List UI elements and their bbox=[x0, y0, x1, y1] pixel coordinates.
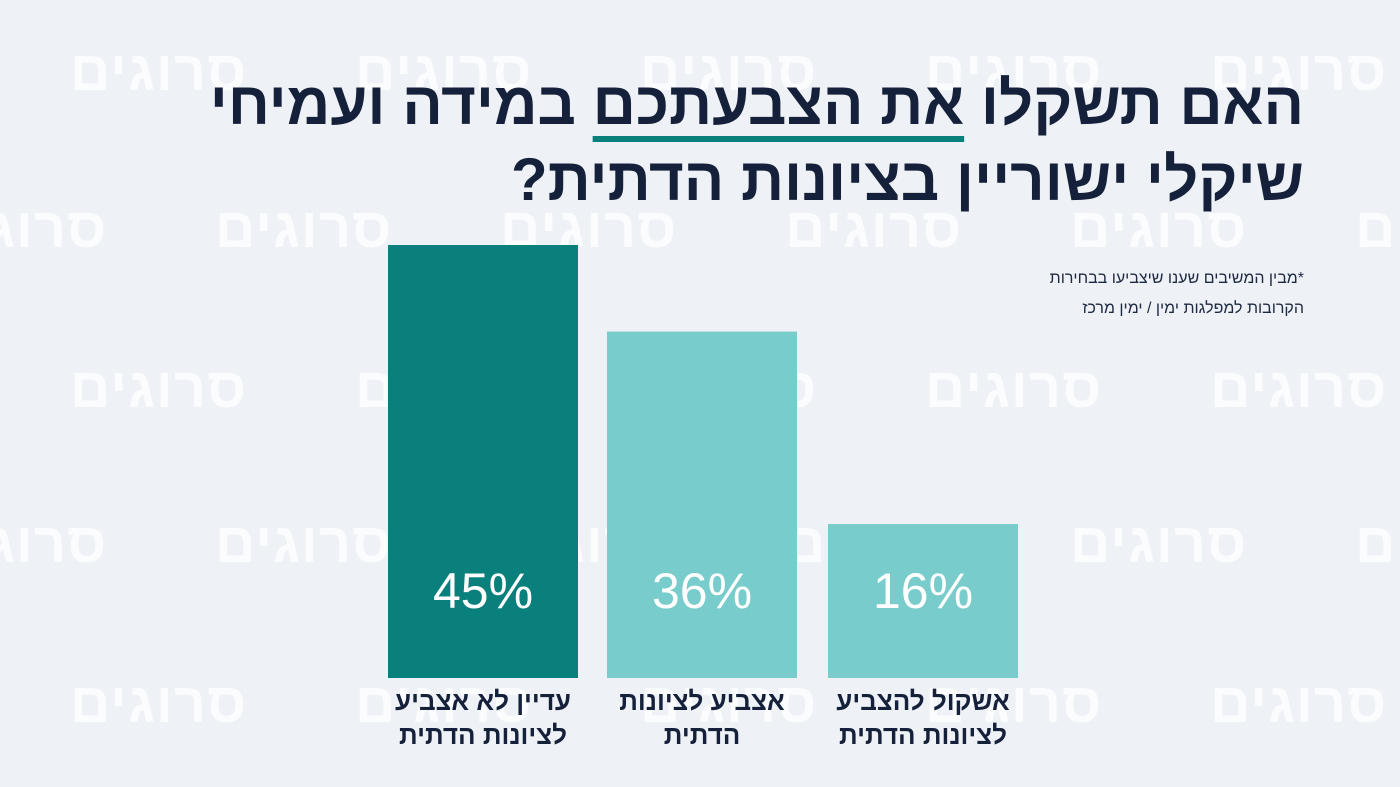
chart-title: האם תשקלו את הצבעתכם במידה ועמיחי שיקלי … bbox=[154, 66, 1304, 218]
footnote-line2: הקרובות למפלגות ימין / ימין מרכז bbox=[1082, 300, 1304, 317]
watermark-text: סרוגים bbox=[1210, 39, 1388, 102]
watermark-text: סרוגים bbox=[925, 39, 1103, 102]
category-label-line: אצביע לציונות bbox=[619, 686, 785, 716]
title-line1-after: במידה ועמיחי bbox=[209, 70, 593, 137]
bar-2 bbox=[607, 331, 797, 678]
category-label-3: אשקול להצביע לציונות הדתית bbox=[823, 684, 1023, 752]
category-label-line: עדיין לא אצביע bbox=[395, 686, 571, 716]
bar-value-label-1: 45% bbox=[433, 563, 533, 619]
watermark-text: סרוגים bbox=[1210, 356, 1388, 419]
watermark-text: סרוגים bbox=[70, 39, 248, 102]
watermark-text: סרוגים bbox=[1070, 511, 1248, 574]
title-line1-underlined: את הצבעתכם bbox=[592, 70, 965, 137]
title-line2: שיקלי ישוריין בציונות הדתית? bbox=[510, 146, 1304, 213]
watermark-text: סרוגים bbox=[785, 196, 963, 259]
watermark-text: סרוגים bbox=[70, 671, 248, 734]
footnote: *מבין המשיבים שענו שיצביעו בבחירות הקרוב… bbox=[944, 264, 1304, 324]
watermark-text: סרוגים bbox=[215, 196, 393, 259]
watermark-text: סרוגים bbox=[0, 196, 108, 259]
bar-1 bbox=[388, 245, 578, 678]
watermark-text: סרוגים bbox=[1210, 671, 1388, 734]
footnote-line1: *מבין המשיבים שענו שיצביעו בבחירות bbox=[1049, 270, 1304, 287]
category-label-line: הדתית bbox=[663, 720, 741, 750]
title-line1-before: האם תשקלו bbox=[964, 70, 1304, 137]
category-label-1: עדיין לא אצביע לציונות הדתית bbox=[383, 684, 583, 752]
watermark-text: סרוגים bbox=[1070, 196, 1248, 259]
bar-value-label-2: 36% bbox=[652, 563, 752, 619]
watermark-text: סרוגים bbox=[70, 356, 248, 419]
watermark-text: סרוגים bbox=[640, 39, 818, 102]
category-label-2: אצביע לציונות הדתית bbox=[602, 684, 802, 752]
watermark-text: סרוגים bbox=[1355, 196, 1400, 259]
bar-3 bbox=[828, 524, 1018, 678]
watermark-text: סרוגים bbox=[0, 511, 108, 574]
watermark-text: סרוגים bbox=[1355, 511, 1400, 574]
watermark-text: סרוגים bbox=[355, 671, 533, 734]
bar-value-label-3: 16% bbox=[873, 563, 973, 619]
watermark-text: סרוגים bbox=[355, 39, 533, 102]
category-label-line: לציונות הדתית bbox=[399, 720, 567, 750]
watermark-text: סרוגים bbox=[925, 671, 1103, 734]
watermark-text: סרוגים bbox=[215, 511, 393, 574]
category-label-line: אשקול להצביע bbox=[836, 686, 1010, 716]
watermark-text: סרוגים bbox=[640, 671, 818, 734]
watermark-text: סרוגים bbox=[925, 356, 1103, 419]
category-label-line: לציונות הדתית bbox=[839, 720, 1007, 750]
